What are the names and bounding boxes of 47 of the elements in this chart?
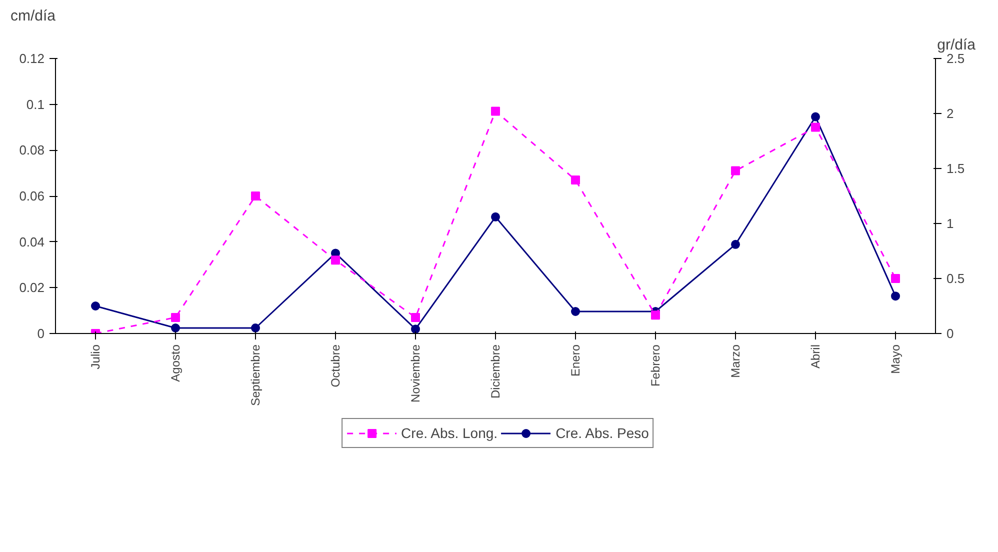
point: [411, 324, 420, 334]
x-tick-label: Marzo: [728, 344, 742, 378]
legend-label: Cre. Abs. Peso: [556, 425, 649, 441]
point: [651, 310, 660, 320]
point: [411, 312, 420, 322]
x-tick-label: Enero: [568, 344, 582, 377]
point: [891, 274, 900, 283]
y-tick-label: 0.08: [19, 142, 45, 158]
point: [811, 112, 820, 122]
x-tick-label: Febrero: [648, 344, 662, 387]
point: [491, 212, 500, 222]
x-tick-label: Julio: [88, 344, 102, 370]
point: [891, 292, 900, 301]
y-axis-title: cm/día: [10, 8, 56, 24]
point: [91, 302, 100, 310]
point: [251, 192, 260, 200]
x-tick-label: Agosto: [168, 344, 182, 382]
x-tick-label: Septiembre: [248, 344, 262, 406]
y2-tick-label: 1.5: [946, 161, 965, 176]
x-tick-label: Noviembre: [408, 344, 422, 403]
y2-tick-label: 2.5: [946, 51, 965, 66]
point: [731, 240, 740, 249]
y2-axis-title: gr/día: [937, 36, 976, 54]
legend-label: Cre. Abs. Long.: [401, 425, 498, 441]
point: [731, 166, 740, 176]
point: [251, 324, 260, 332]
y-tick-label: 0: [37, 326, 45, 341]
x-tick-label: Octubre: [328, 344, 342, 388]
y-tick-label: 0.1: [26, 96, 45, 112]
y-tick-label: 0.04: [19, 234, 45, 250]
point: [571, 175, 580, 184]
x-tick-label: Mayo: [888, 344, 902, 374]
y2-tick-label: 0.5: [946, 271, 965, 286]
y2-tick-label: 0: [946, 326, 954, 341]
y-tick-label: 0.06: [19, 188, 45, 204]
point: [811, 122, 820, 132]
x-tick-label: Diciembre: [488, 344, 502, 399]
point: [571, 307, 580, 316]
point: [491, 106, 500, 116]
point: [331, 256, 340, 265]
x-tick-label: Abril: [808, 344, 822, 369]
point: [171, 324, 180, 332]
y-tick-label: 0.02: [19, 280, 45, 296]
y2-tick-label: 1: [946, 216, 954, 231]
y2-tick-label: 2: [946, 106, 954, 121]
y-tick-label: 0.12: [19, 51, 45, 66]
point: [171, 312, 180, 322]
